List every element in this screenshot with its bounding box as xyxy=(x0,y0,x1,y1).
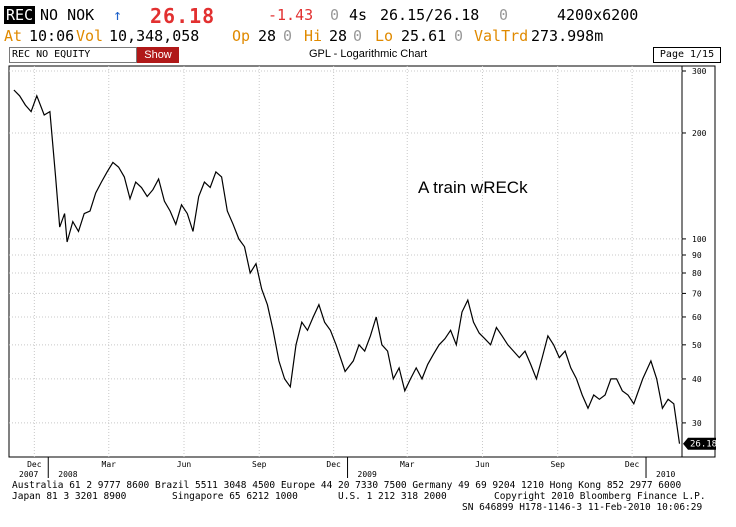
x-month-label: Dec xyxy=(326,460,341,469)
x-month-label: Mar xyxy=(102,460,117,469)
low-label: Lo xyxy=(375,27,394,45)
show-button[interactable]: Show xyxy=(137,47,179,63)
x-year-label: 2008 xyxy=(58,470,77,479)
footer-phone-singapore: Singapore 65 6212 1000 xyxy=(172,491,298,502)
volume-label: Vol xyxy=(76,27,104,45)
last-price-label: 26.180 xyxy=(690,440,723,450)
x-month-label: Sep xyxy=(550,460,565,469)
valtrd-value: 273.998m xyxy=(531,27,604,45)
net-change: -1.43 xyxy=(268,6,314,24)
zero-indicator: 0 xyxy=(330,6,340,24)
high-value: 28 xyxy=(329,27,348,45)
y-tick-label: 30 xyxy=(692,419,702,428)
volume-value: 10,348,058 xyxy=(109,27,200,45)
footer-phone-us: U.S. 1 212 318 2000 xyxy=(338,491,447,502)
x-month-label: Jun xyxy=(177,460,192,469)
chart-title: GPL - Logarithmic Chart xyxy=(309,48,428,60)
bid-ask: 26.15/26.18 xyxy=(380,6,480,24)
x-month-label: Dec xyxy=(625,460,640,469)
y-tick-label: 100 xyxy=(692,235,707,244)
chart-annotation: A train wRECk xyxy=(418,178,528,197)
x-year-label: 2010 xyxy=(656,470,675,479)
quote-stats-row: At 10:06 Vol 10,348,058 Op 28 0 Hi 28 0 … xyxy=(0,27,736,47)
y-tick-label: 90 xyxy=(692,251,702,260)
zero-indicator: 0 xyxy=(353,27,363,45)
y-axis-panel xyxy=(681,65,716,458)
ticker[interactable]: REC xyxy=(4,6,36,24)
footer-serial: SN 646899 H178-1146-3 11-Feb-2010 10:06:… xyxy=(462,502,703,513)
open-value: 28 xyxy=(258,27,277,45)
y-tick-label: 40 xyxy=(692,375,702,384)
up-arrow-icon: ↑ xyxy=(113,6,123,24)
x-year-label: 2007 xyxy=(19,470,38,479)
page-indicator[interactable]: Page 1/15 xyxy=(653,47,721,63)
y-tick-label: 300 xyxy=(692,67,707,76)
x-year-label: 2009 xyxy=(358,470,377,479)
x-month-label: Jun xyxy=(475,460,490,469)
zero-indicator: 0 xyxy=(454,27,464,45)
price-series-line xyxy=(13,89,681,444)
security-input[interactable]: REC NO EQUITY xyxy=(9,47,137,63)
x-month-label: Sep xyxy=(252,460,267,469)
y-tick-label: 200 xyxy=(692,129,707,138)
bid-ask-size: 4200x6200 xyxy=(557,6,639,24)
last-price-marker: 26.180 xyxy=(683,437,723,450)
trade-time: 10:06 xyxy=(29,27,75,45)
y-tick-label: 70 xyxy=(692,289,702,298)
footer-phone-numbers: Australia 61 2 9777 8600 Brazil 5511 304… xyxy=(12,480,682,491)
quote-header-row: REC NO NOK ↑ 26.18 -1.43 0 4s 26.15/26.1… xyxy=(0,4,736,28)
exchange: NO NOK xyxy=(40,6,95,24)
last-price: 26.18 xyxy=(150,4,216,28)
low-value: 25.61 xyxy=(401,27,447,45)
y-tick-label: 50 xyxy=(692,341,702,350)
x-month-label: Mar xyxy=(400,460,415,469)
y-tick-label: 80 xyxy=(692,269,702,278)
chart-toolbar: REC NO EQUITY Show GPL - Logarithmic Cha… xyxy=(9,47,723,65)
at-label: At xyxy=(4,27,23,45)
high-label: Hi xyxy=(304,27,323,45)
footer-copyright: Copyright 2010 Bloomberg Finance L.P. xyxy=(494,491,706,502)
open-label: Op xyxy=(232,27,251,45)
plot-area xyxy=(8,65,683,458)
y-tick-label: 60 xyxy=(692,313,702,322)
footer-phone-japan: Japan 81 3 3201 8900 xyxy=(12,491,127,502)
zero-indicator: 0 xyxy=(499,6,509,24)
zero-indicator: 0 xyxy=(283,27,293,45)
x-month-label: Dec xyxy=(27,460,42,469)
valtrd-label: ValTrd xyxy=(474,27,529,45)
quote-time: 4s xyxy=(349,6,368,24)
